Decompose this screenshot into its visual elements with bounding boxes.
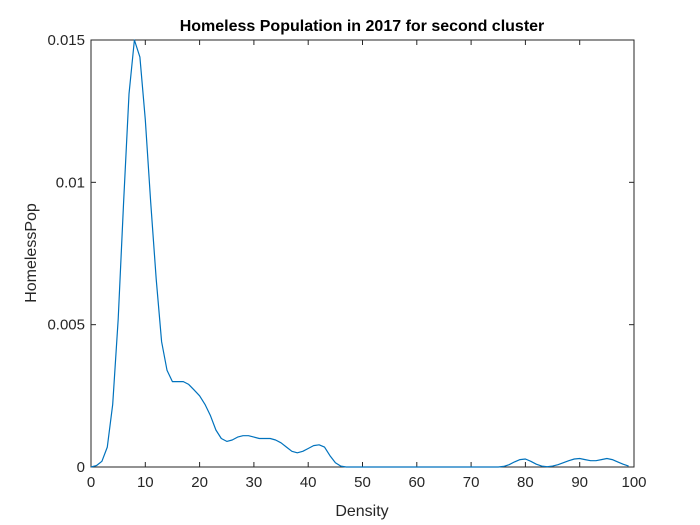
- x-tick-label: 20: [191, 474, 208, 491]
- x-tick-label: 10: [137, 474, 154, 491]
- y-axis: 0 0.005 0.01 0.015: [47, 32, 634, 476]
- x-tick-label: 0: [87, 474, 95, 491]
- y-tick-label: 0: [77, 459, 85, 476]
- x-tick-label: 80: [517, 474, 534, 491]
- x-axis-label: Density: [335, 503, 388, 520]
- x-tick-label: 30: [246, 474, 263, 491]
- y-tick-label: 0.005: [47, 317, 85, 334]
- series-line: [90, 39, 629, 468]
- x-tick-label: 70: [463, 474, 480, 491]
- chart-title: Homeless Population in 2017 for second c…: [180, 18, 545, 35]
- y-axis-label: HomelessPop: [23, 203, 40, 303]
- x-tick-label: 40: [300, 474, 317, 491]
- x-tick-label: 60: [408, 474, 425, 491]
- plot-area: [90, 39, 635, 468]
- series-layer: [90, 39, 629, 468]
- x-axis: 0 10 20 30 40 50 60 70 80 90 100: [87, 40, 647, 491]
- y-tick-label: 0.01: [56, 174, 85, 191]
- x-tick-label: 50: [354, 474, 371, 491]
- x-tick-label: 100: [621, 474, 646, 491]
- y-tick-label: 0.015: [47, 32, 85, 49]
- x-tick-label: 90: [571, 474, 588, 491]
